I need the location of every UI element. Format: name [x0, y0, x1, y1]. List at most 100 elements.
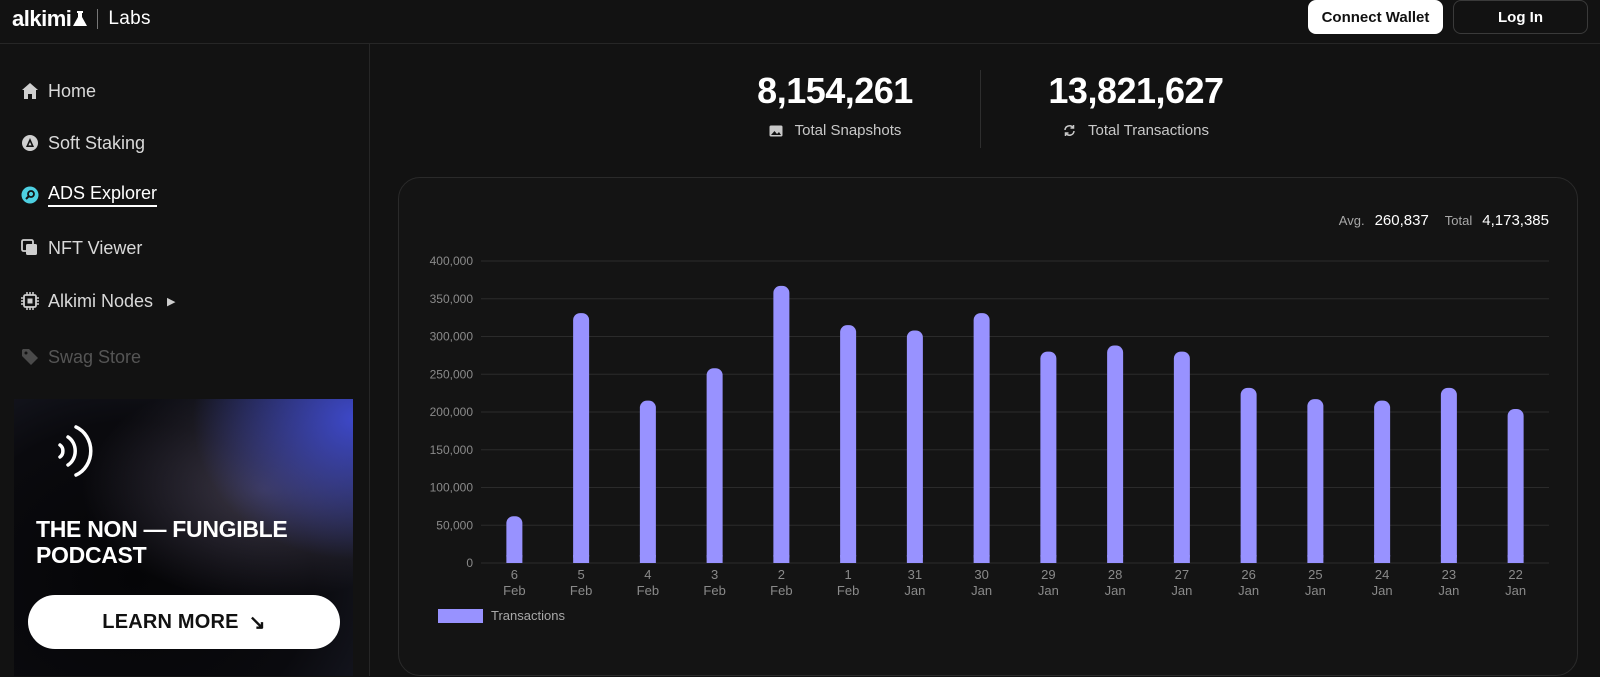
- avg-label: Avg.: [1338, 213, 1365, 228]
- caret-right-icon[interactable]: ▶: [167, 295, 176, 308]
- x-tick-month: Jan: [1171, 583, 1192, 598]
- home-icon: [20, 81, 40, 101]
- sidebar-item-label: NFT Viewer: [48, 237, 143, 258]
- bar-base: [706, 555, 723, 563]
- learn-more-label: LEARN MORE: [102, 610, 239, 633]
- sidebar-item-nft-viewer[interactable]: NFT Viewer: [20, 235, 142, 261]
- transactions-bar-chart: 400,000350,000300,000250,000200,000150,0…: [430, 254, 1549, 598]
- total-snapshots-value: 8,154,261: [757, 70, 913, 111]
- bar-base: [840, 555, 857, 563]
- bar-base: [906, 555, 923, 563]
- x-tick-month: Jan: [1038, 583, 1059, 598]
- sidebar-item-swag-store: Swag Store: [20, 344, 141, 370]
- y-tick-label: 350,000: [430, 292, 474, 306]
- sidebar-item-ads-explorer[interactable]: ADS Explorer: [20, 182, 158, 208]
- bar: [1240, 387, 1257, 563]
- nft-icon: [20, 238, 40, 258]
- x-tick-month: Feb: [503, 583, 525, 598]
- legend-swatch: [438, 608, 483, 623]
- refresh-icon: [1063, 124, 1076, 137]
- bar-base: [773, 555, 790, 563]
- y-tick-label: 300,000: [430, 330, 474, 344]
- connect-wallet-button[interactable]: Connect Wallet: [1308, 0, 1443, 34]
- brand-divider: [97, 9, 99, 29]
- bar: [1040, 351, 1057, 563]
- chip-icon: [20, 291, 40, 311]
- sidebar-item-label: Home: [48, 80, 97, 101]
- x-tick-day: 31: [908, 567, 922, 582]
- arrow-down-right-icon: ↘: [248, 611, 266, 634]
- x-tick-day: 26: [1241, 567, 1255, 582]
- legend-label: Transactions: [491, 608, 565, 623]
- x-tick-month: Jan: [904, 583, 925, 598]
- y-tick-label: 150,000: [430, 443, 474, 457]
- bar: [1507, 408, 1524, 563]
- bar-base: [1307, 555, 1324, 563]
- total-transactions-label: Total Transactions: [1088, 122, 1209, 139]
- x-tick-month: Jan: [1305, 583, 1326, 598]
- x-tick-month: Feb: [637, 583, 659, 598]
- bar: [706, 368, 723, 563]
- x-tick-month: Jan: [1505, 583, 1526, 598]
- staking-icon: [20, 133, 40, 153]
- bar: [1173, 351, 1190, 563]
- sidebar-item-label: ADS Explorer: [48, 183, 158, 207]
- avg-value: 260,837: [1374, 212, 1429, 229]
- x-tick-month: Jan: [971, 583, 992, 598]
- podcast-promo-banner[interactable]: THE NON — FUNGIBLE PODCAST LEARN MORE ↘: [14, 399, 353, 676]
- sidebar-item-alkimi-nodes[interactable]: Alkimi Nodes ▶: [20, 288, 176, 314]
- bar-base: [1173, 555, 1190, 563]
- chart-legend[interactable]: Transactions: [438, 608, 565, 623]
- top-bar: alkimi Labs Connect Wallet Log In: [0, 0, 1600, 44]
- y-tick-label: 0: [466, 556, 473, 570]
- x-tick-day: 4: [644, 567, 651, 582]
- x-tick-month: Jan: [1372, 583, 1393, 598]
- x-tick-day: 5: [578, 567, 585, 582]
- sidebar-item-label: Alkimi Nodes: [48, 290, 154, 311]
- bar: [1107, 345, 1124, 563]
- x-tick-month: Jan: [1238, 583, 1259, 598]
- sidebar: Home Soft Staking ADS Explorer NFT Viewe…: [0, 44, 370, 676]
- chart-summary: Avg. 260,837 Total 4,173,385: [1339, 212, 1549, 229]
- x-tick-month: Jan: [1438, 583, 1459, 598]
- explorer-icon: [20, 185, 40, 205]
- bar: [906, 330, 923, 563]
- y-tick-label: 200,000: [430, 405, 474, 419]
- stat-total-snapshots: 8,154,261 Total Snapshots: [735, 70, 935, 139]
- x-tick-month: Feb: [570, 583, 592, 598]
- bar: [1307, 399, 1324, 563]
- total-snapshots-caption: Total Snapshots: [735, 122, 935, 139]
- total-transactions-caption: Total Transactions: [1036, 122, 1236, 139]
- bar: [639, 400, 656, 563]
- x-tick-day: 1: [845, 567, 852, 582]
- x-tick-day: 29: [1041, 567, 1055, 582]
- x-tick-day: 25: [1308, 567, 1322, 582]
- y-tick-label: 250,000: [430, 367, 474, 381]
- bar-base: [973, 555, 990, 563]
- brand-logo[interactable]: alkimi Labs: [12, 3, 151, 35]
- sidebar-item-soft-staking[interactable]: Soft Staking: [20, 130, 145, 156]
- y-tick-label: 50,000: [436, 518, 473, 532]
- brand-sub: Labs: [108, 8, 151, 29]
- bar-base: [639, 555, 656, 563]
- brand-name: alkimi: [12, 6, 72, 31]
- log-in-button[interactable]: Log In: [1453, 0, 1588, 34]
- bar-base: [573, 555, 590, 563]
- image-icon: [769, 125, 783, 137]
- x-tick-day: 3: [711, 567, 718, 582]
- sidebar-item-home[interactable]: Home: [20, 78, 96, 104]
- sidebar-item-label: Swag Store: [48, 346, 142, 367]
- tag-icon: [20, 347, 40, 367]
- stats-divider: [980, 70, 981, 148]
- bar: [973, 313, 990, 563]
- learn-more-button[interactable]: LEARN MORE ↘: [28, 595, 340, 649]
- x-tick-day: 28: [1108, 567, 1122, 582]
- x-tick-day: 2: [778, 567, 785, 582]
- promo-title: THE NON — FUNGIBLE PODCAST: [36, 516, 288, 568]
- transactions-chart-card: Avg. 260,837 Total 4,173,385 400,000 350,…: [398, 177, 1578, 676]
- bar: [573, 313, 590, 563]
- bar: [773, 285, 790, 563]
- y-tick-label: 400,000: [430, 254, 474, 268]
- total-transactions-value: 13,821,627: [1048, 70, 1224, 111]
- bar-base: [1107, 555, 1124, 563]
